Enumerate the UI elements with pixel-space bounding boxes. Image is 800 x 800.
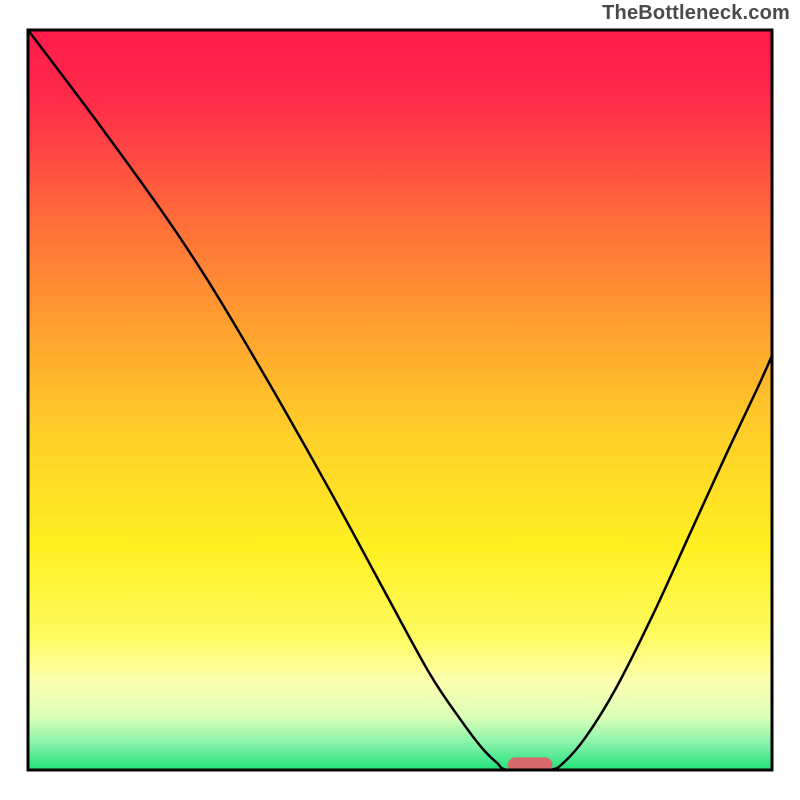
chart-background bbox=[28, 30, 772, 770]
bottleneck-chart bbox=[0, 0, 800, 800]
chart-container: TheBottleneck.com bbox=[0, 0, 800, 800]
